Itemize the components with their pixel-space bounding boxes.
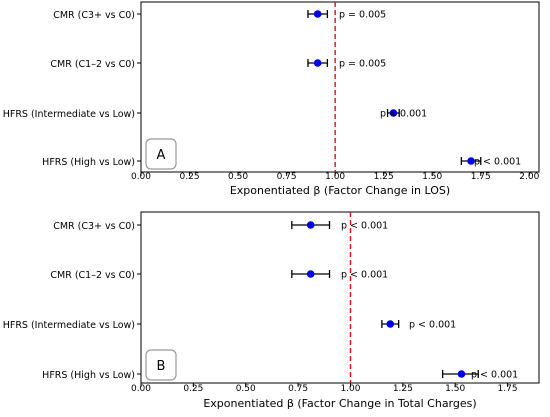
x-tick-label: 1.75 — [498, 384, 518, 394]
x-tick-label: 0.00 — [131, 172, 151, 182]
x-axis-label: Exponentiated β (Factor Change in LOS) — [230, 184, 450, 197]
x-tick-label: 2.00 — [519, 172, 539, 182]
p-value-label: p < 0.001 — [341, 221, 388, 232]
x-tick-label: 0.75 — [288, 384, 308, 394]
x-tick-label: 0.75 — [277, 172, 297, 182]
point-estimate — [306, 221, 315, 229]
p-value-label: p < 0.001 — [471, 370, 518, 381]
x-tick-label: 1.25 — [393, 384, 413, 394]
y-tick-label: CMR (C3+ vs C0) — [53, 10, 135, 21]
x-tick-label: 0.50 — [236, 384, 256, 394]
x-tick-label: 1.50 — [445, 384, 465, 394]
p-value-label: p < 0.001 — [341, 270, 388, 281]
point-estimate — [386, 320, 395, 328]
y-tick-label: HFRS (High vs Low) — [42, 370, 135, 381]
p-value-label: p < 0.001 — [380, 109, 427, 120]
x-tick-label: 1.00 — [340, 384, 360, 394]
x-tick-label: 1.25 — [374, 172, 394, 182]
point-estimate — [313, 10, 322, 18]
y-tick-label: HFRS (High vs Low) — [42, 157, 135, 168]
x-tick-label: 0.25 — [180, 172, 200, 182]
point-estimate — [306, 270, 315, 278]
panel-label: B — [157, 359, 166, 374]
x-tick-label: 0.00 — [131, 384, 151, 394]
p-value-label: p < 0.001 — [409, 320, 456, 331]
panel-label-box — [145, 349, 177, 381]
plot-frame-B — [140, 211, 540, 384]
p-value-label: p = 0.005 — [339, 10, 386, 21]
y-tick-label: CMR (C3+ vs C0) — [53, 221, 135, 232]
y-tick-label: CMR (C1–2 vs C0) — [50, 270, 135, 281]
panel-label-box — [145, 138, 177, 170]
y-tick-label: HFRS (Intermediate vs Low) — [3, 320, 135, 331]
x-tick-label: 0.25 — [183, 384, 203, 394]
y-tick-label: CMR (C1–2 vs C0) — [50, 59, 135, 70]
x-tick-label: 1.50 — [422, 172, 442, 182]
x-tick-label: 1.75 — [471, 172, 491, 182]
point-estimate — [313, 59, 322, 67]
p-value-label: p = 0.005 — [339, 59, 386, 70]
x-tick-label: 1.00 — [325, 172, 345, 182]
plot-frame-A — [140, 1, 540, 173]
panel-label: A — [157, 148, 166, 163]
point-estimate — [389, 109, 398, 117]
point-estimate — [457, 370, 466, 378]
p-value-label: p < 0.001 — [474, 157, 521, 168]
x-tick-label: 0.50 — [228, 172, 248, 182]
x-axis-label: Exponentiated β (Factor Change in Total … — [203, 397, 476, 410]
point-estimate — [467, 157, 475, 165]
y-tick-label: HFRS (Intermediate vs Low) — [3, 109, 135, 120]
